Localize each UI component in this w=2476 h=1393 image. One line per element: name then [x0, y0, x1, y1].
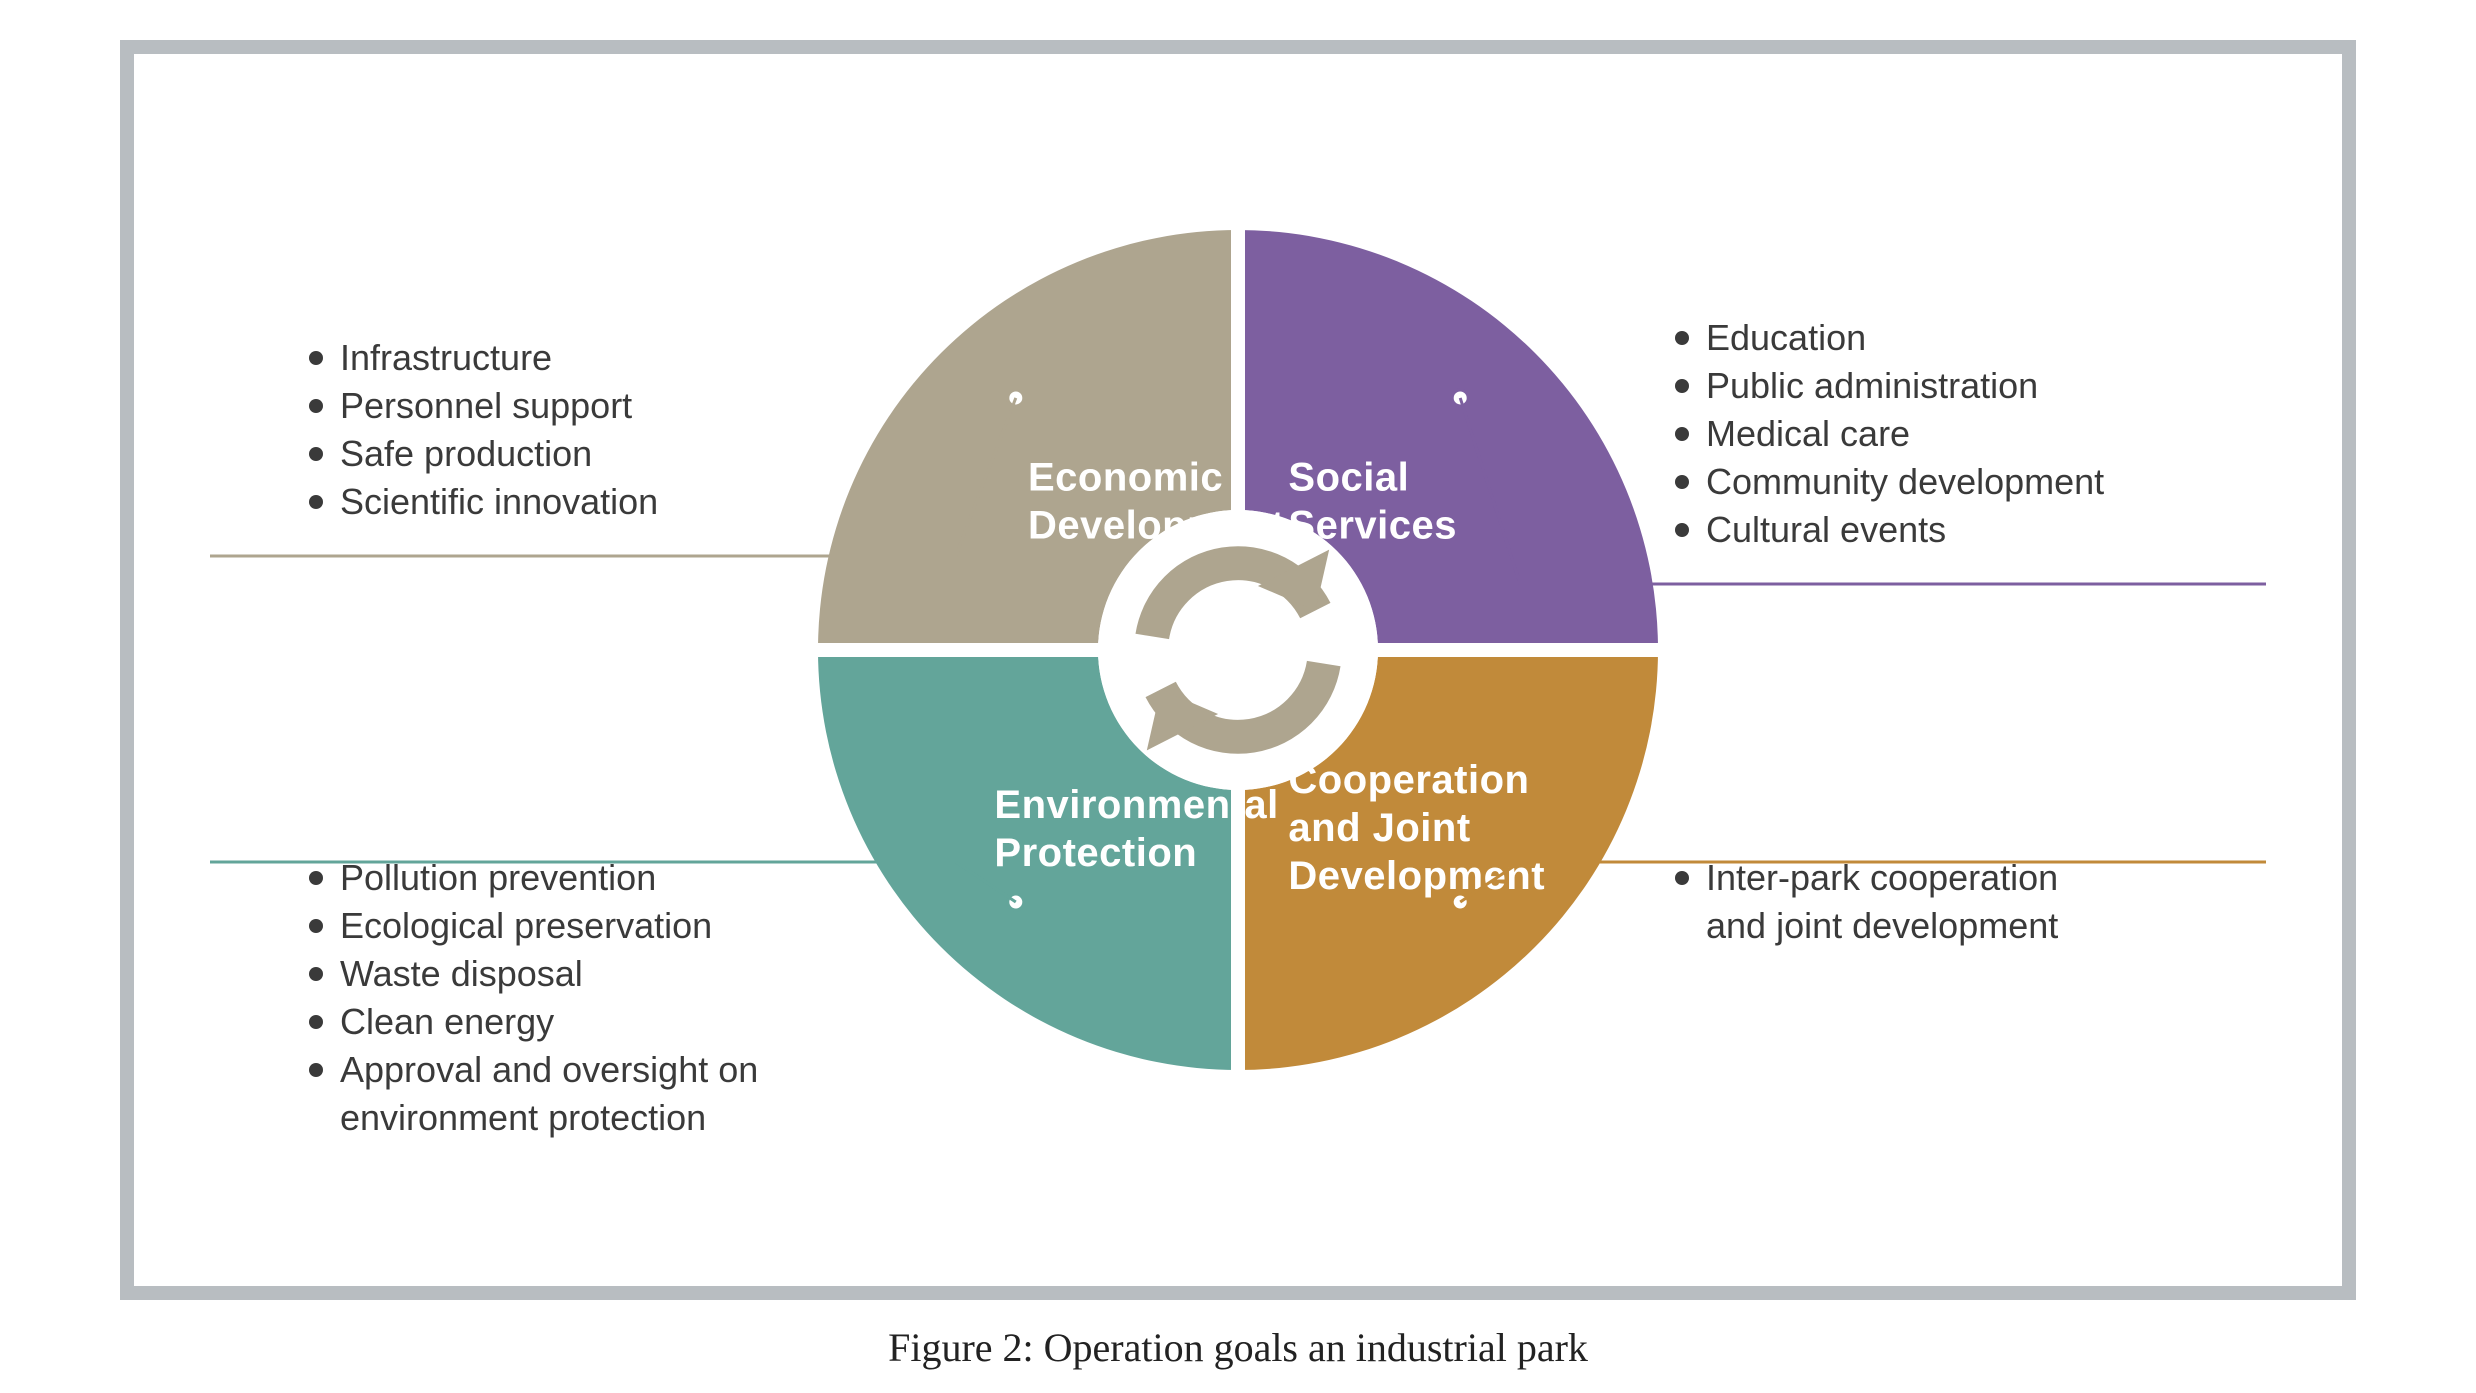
bullet-social-3: Community development [1706, 461, 2104, 502]
bullet-dot [309, 967, 323, 981]
bullet-dot [309, 1063, 323, 1077]
bullet-social-4: Cultural events [1706, 509, 1946, 550]
bullet-environmental-4: Approval and oversight onenvironment pro… [340, 1049, 758, 1138]
bullet-dot [1675, 331, 1689, 345]
bullet-dot [309, 351, 323, 365]
bullet-social-1: Public administration [1706, 365, 2038, 406]
diagram-frame: EconomicDevelopmentSocialServicesEnviron… [120, 40, 2356, 1300]
bullet-dot [1675, 475, 1689, 489]
bullet-environmental-3: Clean energy [340, 1001, 554, 1042]
bullet-social-0: Education [1706, 317, 1866, 358]
page-container: EconomicDevelopmentSocialServicesEnviron… [0, 0, 2476, 1393]
bullet-economic-0: Infrastructure [340, 337, 552, 378]
bullet-dot [309, 495, 323, 509]
bullet-social-2: Medical care [1706, 413, 1910, 454]
bullet-cooperation-0: Inter-park cooperationand joint developm… [1706, 857, 2058, 946]
bullet-environmental-0: Pollution prevention [340, 857, 656, 898]
bullet-environmental-1: Ecological preservation [340, 905, 712, 946]
bullet-dot [309, 1015, 323, 1029]
bullet-dot [309, 399, 323, 413]
bullet-dot [309, 919, 323, 933]
bullet-dot [1675, 379, 1689, 393]
bullet-dot [1675, 427, 1689, 441]
bullet-economic-1: Personnel support [340, 385, 632, 426]
quadrant-diagram: EconomicDevelopmentSocialServicesEnviron… [120, 40, 2356, 1300]
bullet-economic-3: Scientific innovation [340, 481, 658, 522]
bullet-dot [309, 871, 323, 885]
bullet-dot [1675, 871, 1689, 885]
bullet-dot [309, 447, 323, 461]
bullet-dot [1675, 523, 1689, 537]
bullet-environmental-2: Waste disposal [340, 953, 583, 994]
bullet-economic-2: Safe production [340, 433, 592, 474]
figure-caption: Figure 2: Operation goals an industrial … [120, 1324, 2356, 1371]
